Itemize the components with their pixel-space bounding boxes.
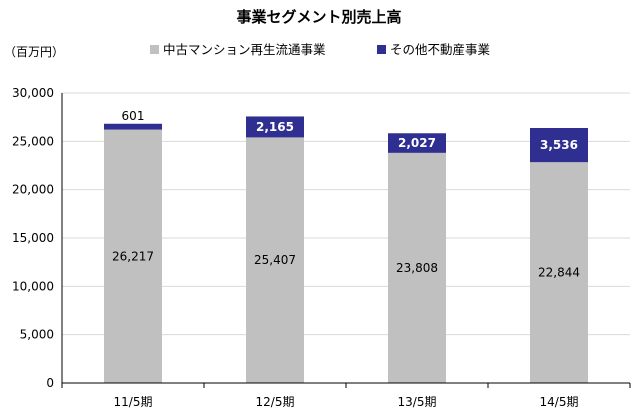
x-tick-label: 13/5期: [398, 395, 437, 409]
x-tick-label: 11/5期: [114, 395, 153, 409]
y-tick-label: 5,000: [20, 328, 54, 342]
bar-other-real-estate: [530, 127, 588, 163]
legend: 中古マンション再生流通事業 その他不動産事業: [150, 42, 491, 57]
bar-used-condo: [388, 152, 446, 383]
y-tick-label: 25,000: [12, 134, 54, 148]
x-axis: 11/5期 12/5期 13/5期 14/5期: [61, 382, 631, 409]
data-label-other-real-estate: 3,536: [540, 138, 578, 152]
legend-label-used-condo: 中古マンション再生流通事業: [163, 42, 326, 57]
bar-used-condo: [104, 129, 162, 383]
data-label-used-condo: 22,844: [538, 266, 580, 280]
bar-used-condo: [246, 137, 304, 383]
bar-other-real-estate: [246, 116, 304, 138]
y-tick-label: 10,000: [12, 279, 54, 293]
data-label-other-real-estate: 2,027: [398, 136, 436, 150]
y-tick-label: 20,000: [12, 183, 54, 197]
y-axis: 0 5,000 10,000 15,000 20,000 25,000 30,000: [12, 86, 63, 390]
bars: 26,217 601 25,407 2,165 23,808 2,027 22,844 3,5…: [104, 109, 588, 383]
data-label-used-condo: 25,407: [254, 253, 296, 267]
legend-swatch-other-real-estate: [377, 45, 386, 54]
y-tick-label: 0: [46, 376, 54, 390]
chart-title: 事業セグメント別売上高: [236, 8, 401, 26]
bar-other-real-estate: [388, 133, 446, 153]
legend-swatch-used-condo: [150, 45, 159, 54]
x-tick-label: 12/5期: [256, 395, 295, 409]
x-tick-label: 14/5期: [540, 395, 579, 409]
unit-label: （百万円）: [4, 45, 64, 59]
data-label-other-real-estate: 601: [122, 109, 145, 123]
y-tick-label: 15,000: [12, 231, 54, 245]
data-label-used-condo: 26,217: [112, 249, 154, 263]
y-tick-label: 30,000: [12, 86, 54, 100]
data-label-other-real-estate: 2,165: [256, 120, 294, 134]
bar-used-condo: [530, 162, 588, 383]
data-label-used-condo: 23,808: [396, 261, 438, 275]
bar-other-real-estate: [104, 123, 162, 130]
legend-label-other-real-estate: その他不動産事業: [390, 42, 491, 57]
